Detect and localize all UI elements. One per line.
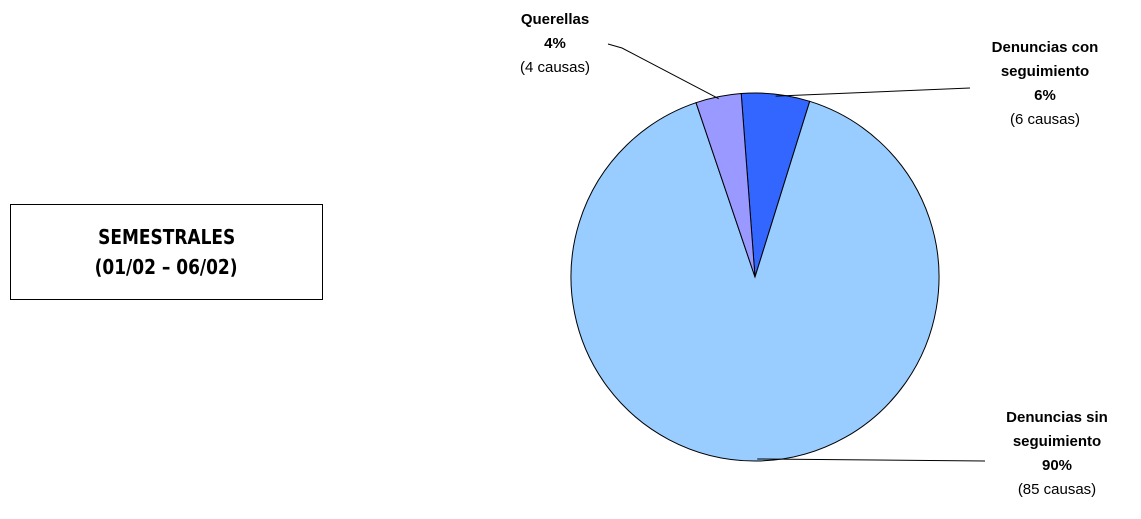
period-box: SEMESTRALES (01/02 – 06/02)	[10, 204, 323, 300]
value-label: 6%	[1034, 87, 1056, 104]
value-label: 4%	[544, 35, 566, 52]
leader-line	[775, 87, 971, 97]
count-label: (85 causas)	[1017, 481, 1097, 498]
pie-slice	[695, 92, 756, 278]
leader-line	[757, 458, 986, 462]
pie-slice	[570, 100, 940, 462]
value-label: 90%	[1041, 457, 1073, 474]
slice-label: Denuncias sin seguimiento 90% (85 causas)	[982, 406, 1132, 502]
count-label: (6 causas)	[1009, 111, 1081, 128]
category-label: Denuncias sin seguimiento	[1006, 409, 1108, 450]
box-line: (01/02 – 06/02)	[95, 255, 238, 279]
category-label: Querellas	[520, 11, 590, 28]
slice-label: Denuncias con seguimiento 6% (6 causas)	[970, 36, 1120, 132]
category-label: Denuncias con seguimiento	[991, 39, 1099, 80]
box-line: SEMESTRALES	[97, 225, 236, 249]
slice-label: Querellas 4% (4 causas)	[475, 8, 635, 80]
count-label: (4 causas)	[519, 59, 591, 76]
leader-line	[607, 43, 719, 100]
